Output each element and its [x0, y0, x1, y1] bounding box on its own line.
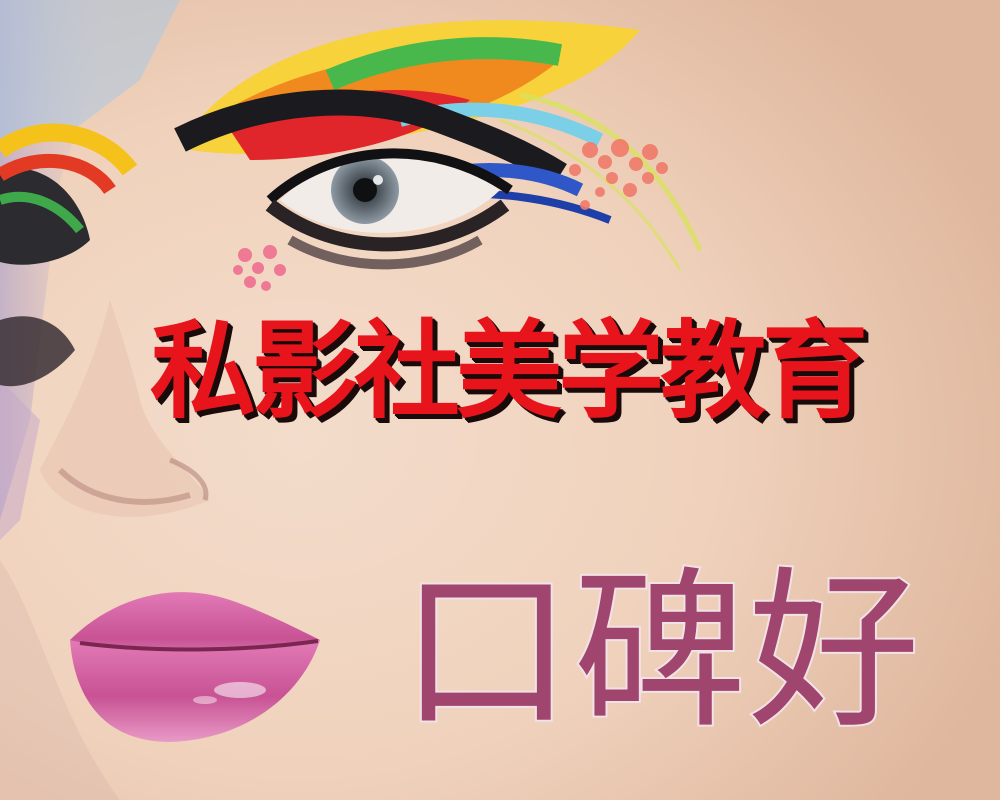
poster-title: 私影社美学教育 [150, 310, 868, 433]
poster-subtitle: 口碑好 [398, 550, 922, 754]
